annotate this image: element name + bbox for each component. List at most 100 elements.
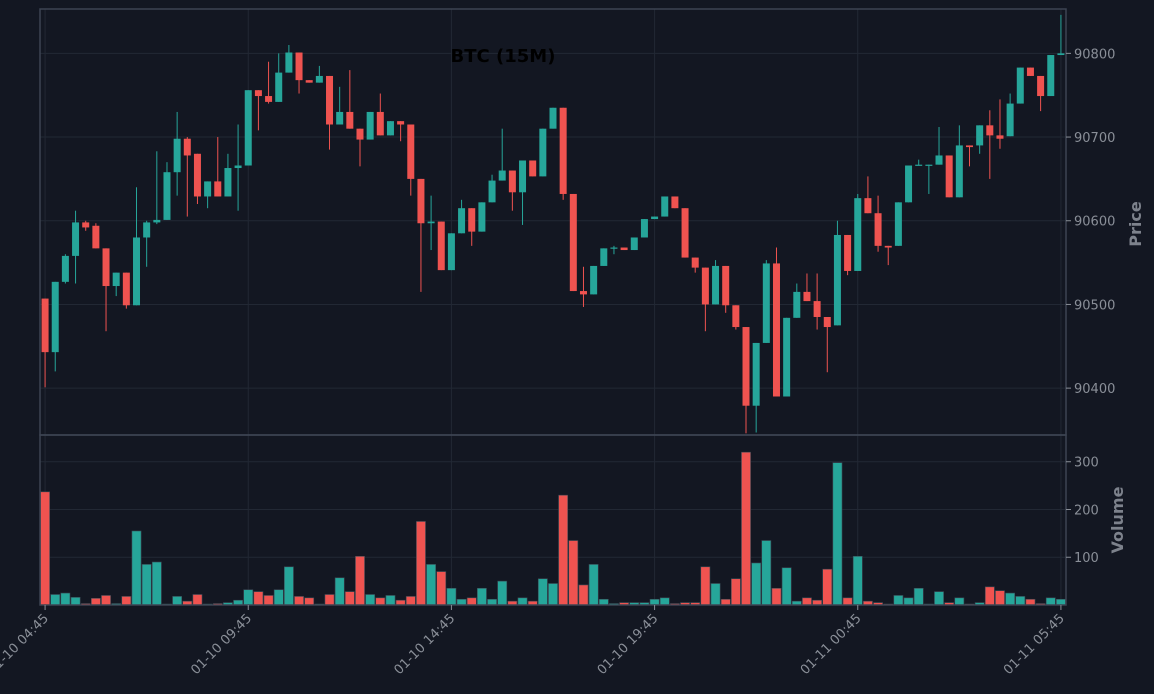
volume-bar xyxy=(385,595,396,606)
candle-body xyxy=(305,80,313,83)
candle-body xyxy=(681,208,689,258)
candle-body xyxy=(833,234,841,326)
candle-body xyxy=(915,164,923,166)
volume-bar xyxy=(192,594,203,606)
candle-body xyxy=(651,216,659,220)
volume-bar xyxy=(497,580,508,606)
candle-body xyxy=(986,125,994,136)
candle-body xyxy=(356,128,364,140)
candle-body xyxy=(590,265,598,295)
volume-bar xyxy=(273,589,284,606)
volume-bar xyxy=(1005,592,1016,606)
volume-bar xyxy=(984,586,995,606)
volume-tick-label: 200 xyxy=(1074,503,1099,518)
grid xyxy=(40,9,1066,605)
volume-bar xyxy=(659,597,670,606)
candle-body xyxy=(315,75,323,83)
candle-body xyxy=(630,237,638,251)
volume-bar xyxy=(121,596,132,606)
candle-body xyxy=(285,52,293,73)
candle-body xyxy=(224,168,232,197)
candle-body xyxy=(610,247,618,249)
volume-bar xyxy=(60,592,71,606)
volume-bar xyxy=(355,555,365,606)
volume-bar xyxy=(151,561,162,606)
candle-body xyxy=(996,135,1004,139)
volume-bar xyxy=(90,598,101,606)
volume-axis-label: Volume xyxy=(1108,486,1127,553)
candle-body xyxy=(752,342,760,406)
candle-body xyxy=(884,245,892,248)
candle-body xyxy=(772,263,780,397)
candle-body xyxy=(336,111,344,125)
candle-body xyxy=(82,222,90,228)
candle-body xyxy=(488,180,496,203)
candle-body xyxy=(905,165,913,203)
volume-bar xyxy=(426,564,436,606)
volume-bar xyxy=(761,540,772,606)
candle-body xyxy=(508,170,516,193)
volume-bar xyxy=(324,594,335,606)
volume-bar xyxy=(578,584,589,606)
volume-bar xyxy=(141,564,152,606)
candle-body xyxy=(945,155,953,198)
volume-bar xyxy=(741,451,751,606)
candle-body xyxy=(1006,103,1014,137)
candle-body xyxy=(762,263,770,343)
candle-body xyxy=(386,121,394,136)
volume-bar xyxy=(537,578,548,606)
candle-body xyxy=(72,222,80,256)
candle-body xyxy=(397,121,405,125)
volume-bar xyxy=(1056,598,1066,606)
volume-bar xyxy=(588,564,599,606)
candle-body xyxy=(183,138,191,156)
volume-bar xyxy=(253,591,264,606)
volume-bar xyxy=(700,566,711,606)
candle-body xyxy=(376,111,384,136)
candle-body xyxy=(417,178,425,224)
candle-body xyxy=(569,193,577,292)
candle-body xyxy=(295,52,303,81)
candle-body xyxy=(427,221,435,224)
candle-body xyxy=(478,202,486,232)
candle-body xyxy=(955,145,963,198)
volume-bar xyxy=(517,597,528,606)
candle-body xyxy=(640,219,648,238)
volume-bar xyxy=(334,577,345,606)
candle-body xyxy=(793,291,801,318)
candle-body xyxy=(214,181,222,197)
candle-body xyxy=(600,248,608,266)
volume-bar xyxy=(487,598,497,606)
y-tick-label: 90800 xyxy=(1074,47,1115,62)
candle-body xyxy=(92,225,100,249)
candle-body xyxy=(1047,55,1055,97)
volume-bar xyxy=(852,555,863,606)
volume-bar xyxy=(720,598,731,606)
candle-body xyxy=(41,298,49,353)
volume-bar xyxy=(446,587,457,606)
volume-bar xyxy=(70,597,81,606)
candle-body xyxy=(112,272,120,287)
candle-body xyxy=(539,128,547,177)
candle-body xyxy=(742,327,750,406)
candle-body xyxy=(346,111,354,129)
volume-bar xyxy=(294,596,304,606)
candle-body xyxy=(864,198,872,214)
volume-bar xyxy=(466,597,477,606)
volume-bar xyxy=(1015,596,1026,606)
candle-body xyxy=(437,221,445,271)
volume-bar xyxy=(548,583,558,606)
volume-bar xyxy=(416,521,426,606)
candle-body xyxy=(813,301,821,317)
volume-bar xyxy=(477,587,487,606)
volume-bar xyxy=(954,597,965,606)
y-tick-label: 90700 xyxy=(1074,131,1115,146)
candle-body xyxy=(458,208,466,234)
volume-bar xyxy=(598,598,609,606)
candle-body xyxy=(143,222,151,238)
volume-bar xyxy=(405,596,416,606)
volume-bar xyxy=(375,597,386,606)
chart-title: BTC (15M) xyxy=(451,46,556,67)
candle-body xyxy=(661,196,669,217)
candle-body xyxy=(935,155,943,165)
